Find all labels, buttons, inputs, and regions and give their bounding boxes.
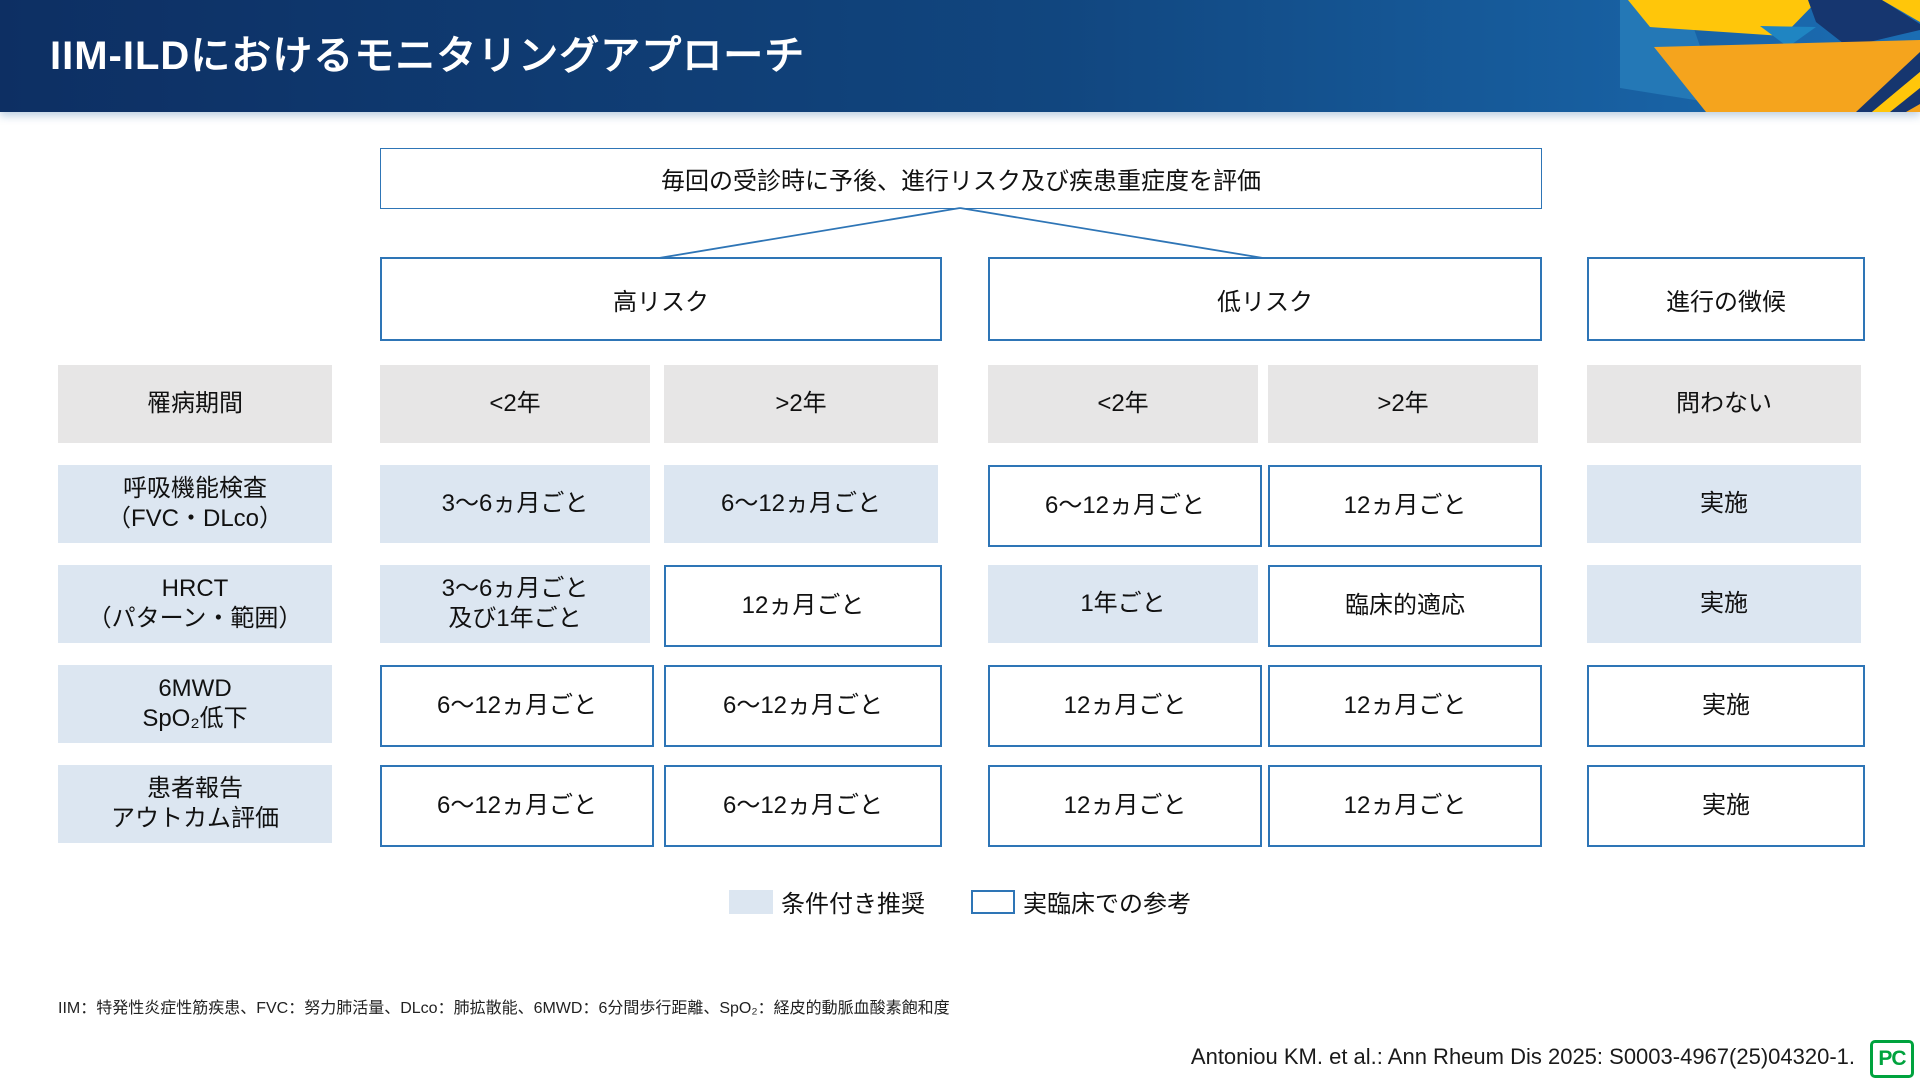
cell-duration-high-lt2y: <2年: [380, 365, 650, 443]
header-bar: IIM-ILDにおけるモニタリングアプローチ: [0, 0, 1920, 112]
cell-6mwd-low-gt2y: 12ヵ月ごと: [1268, 665, 1542, 747]
cell-pft-high-lt2y: 3〜6ヵ月ごと: [380, 465, 650, 543]
cell-pft-low-gt2y: 12ヵ月ごと: [1268, 465, 1542, 547]
cell-6mwd-progression: 実施: [1587, 665, 1865, 747]
cell-hrct-high-gt2y: 12ヵ月ごと: [664, 565, 942, 647]
citation: Antoniou KM. et al.: Ann Rheum Dis 2025:…: [1190, 1044, 1855, 1069]
assessment-box: 毎回の受診時に予後、進行リスク及び疾患重症度を評価: [380, 148, 1542, 209]
cell-6mwd-high-lt2y: 6〜12ヵ月ごと: [380, 665, 654, 747]
row-label-6mwd-spo2: 6MWD SpO₂低下: [58, 665, 332, 743]
row-label-disease-duration: 罹病期間: [58, 365, 332, 443]
cell-hrct-progression: 実施: [1587, 565, 1861, 643]
legend-label-clinical-reference: 実臨床での参考: [1023, 891, 1191, 918]
legend-swatch-conditional: [729, 889, 773, 914]
cell-hrct-low-gt2y: 臨床的適応: [1268, 565, 1542, 647]
cell-6mwd-low-lt2y: 12ヵ月ごと: [988, 665, 1262, 747]
cell-pro-progression: 実施: [1587, 765, 1865, 847]
branch-high-risk: 高リスク: [380, 257, 942, 341]
cell-duration-progression: 問わない: [1587, 365, 1861, 443]
row-label-pulmonary-function: 呼吸機能検査 （FVC・DLco）: [58, 465, 332, 543]
header-decoration-graphic: [1620, 0, 1920, 112]
branch-low-risk: 低リスク: [988, 257, 1542, 341]
abbreviation-footnote: IIM：特発性炎症性筋疾患、FVC：努力肺活量、DLco：肺拡散能、6MWD：6…: [58, 1000, 950, 1017]
row-label-patient-reported-outcome: 患者報告 アウトカム評価: [58, 765, 332, 843]
cell-pro-low-lt2y: 12ヵ月ごと: [988, 765, 1262, 847]
legend-label-conditional: 条件付き推奨: [781, 891, 925, 918]
cell-pro-high-gt2y: 6〜12ヵ月ごと: [664, 765, 942, 847]
cell-pft-low-lt2y: 6〜12ヵ月ごと: [988, 465, 1262, 547]
legend: 条件付き推奨 実臨床での参考: [729, 884, 1191, 919]
cell-duration-high-gt2y: >2年: [664, 365, 938, 443]
cell-duration-low-lt2y: <2年: [988, 365, 1258, 443]
legend-swatch-clinical-reference: [971, 889, 1015, 914]
pc-logo: PC: [1870, 1040, 1914, 1078]
cell-hrct-high-lt2y: 3〜6ヵ月ごと 及び1年ごと: [380, 565, 650, 643]
cell-hrct-low-lt2y: 1年ごと: [988, 565, 1258, 643]
row-label-hrct: HRCT （パターン・範囲）: [58, 565, 332, 643]
legend-item-clinical-reference: 実臨床での参考: [971, 884, 1191, 919]
cell-pro-high-lt2y: 6〜12ヵ月ごと: [380, 765, 654, 847]
page-title: IIM-ILDにおけるモニタリングアプローチ: [50, 34, 806, 78]
cell-6mwd-high-gt2y: 6〜12ヵ月ごと: [664, 665, 942, 747]
cell-pft-progression: 実施: [1587, 465, 1861, 543]
branch-progression-signs: 進行の徴候: [1587, 257, 1865, 341]
cell-pro-low-gt2y: 12ヵ月ごと: [1268, 765, 1542, 847]
legend-item-conditional: 条件付き推奨: [729, 884, 925, 919]
cell-duration-low-gt2y: >2年: [1268, 365, 1538, 443]
cell-pft-high-gt2y: 6〜12ヵ月ごと: [664, 465, 938, 543]
